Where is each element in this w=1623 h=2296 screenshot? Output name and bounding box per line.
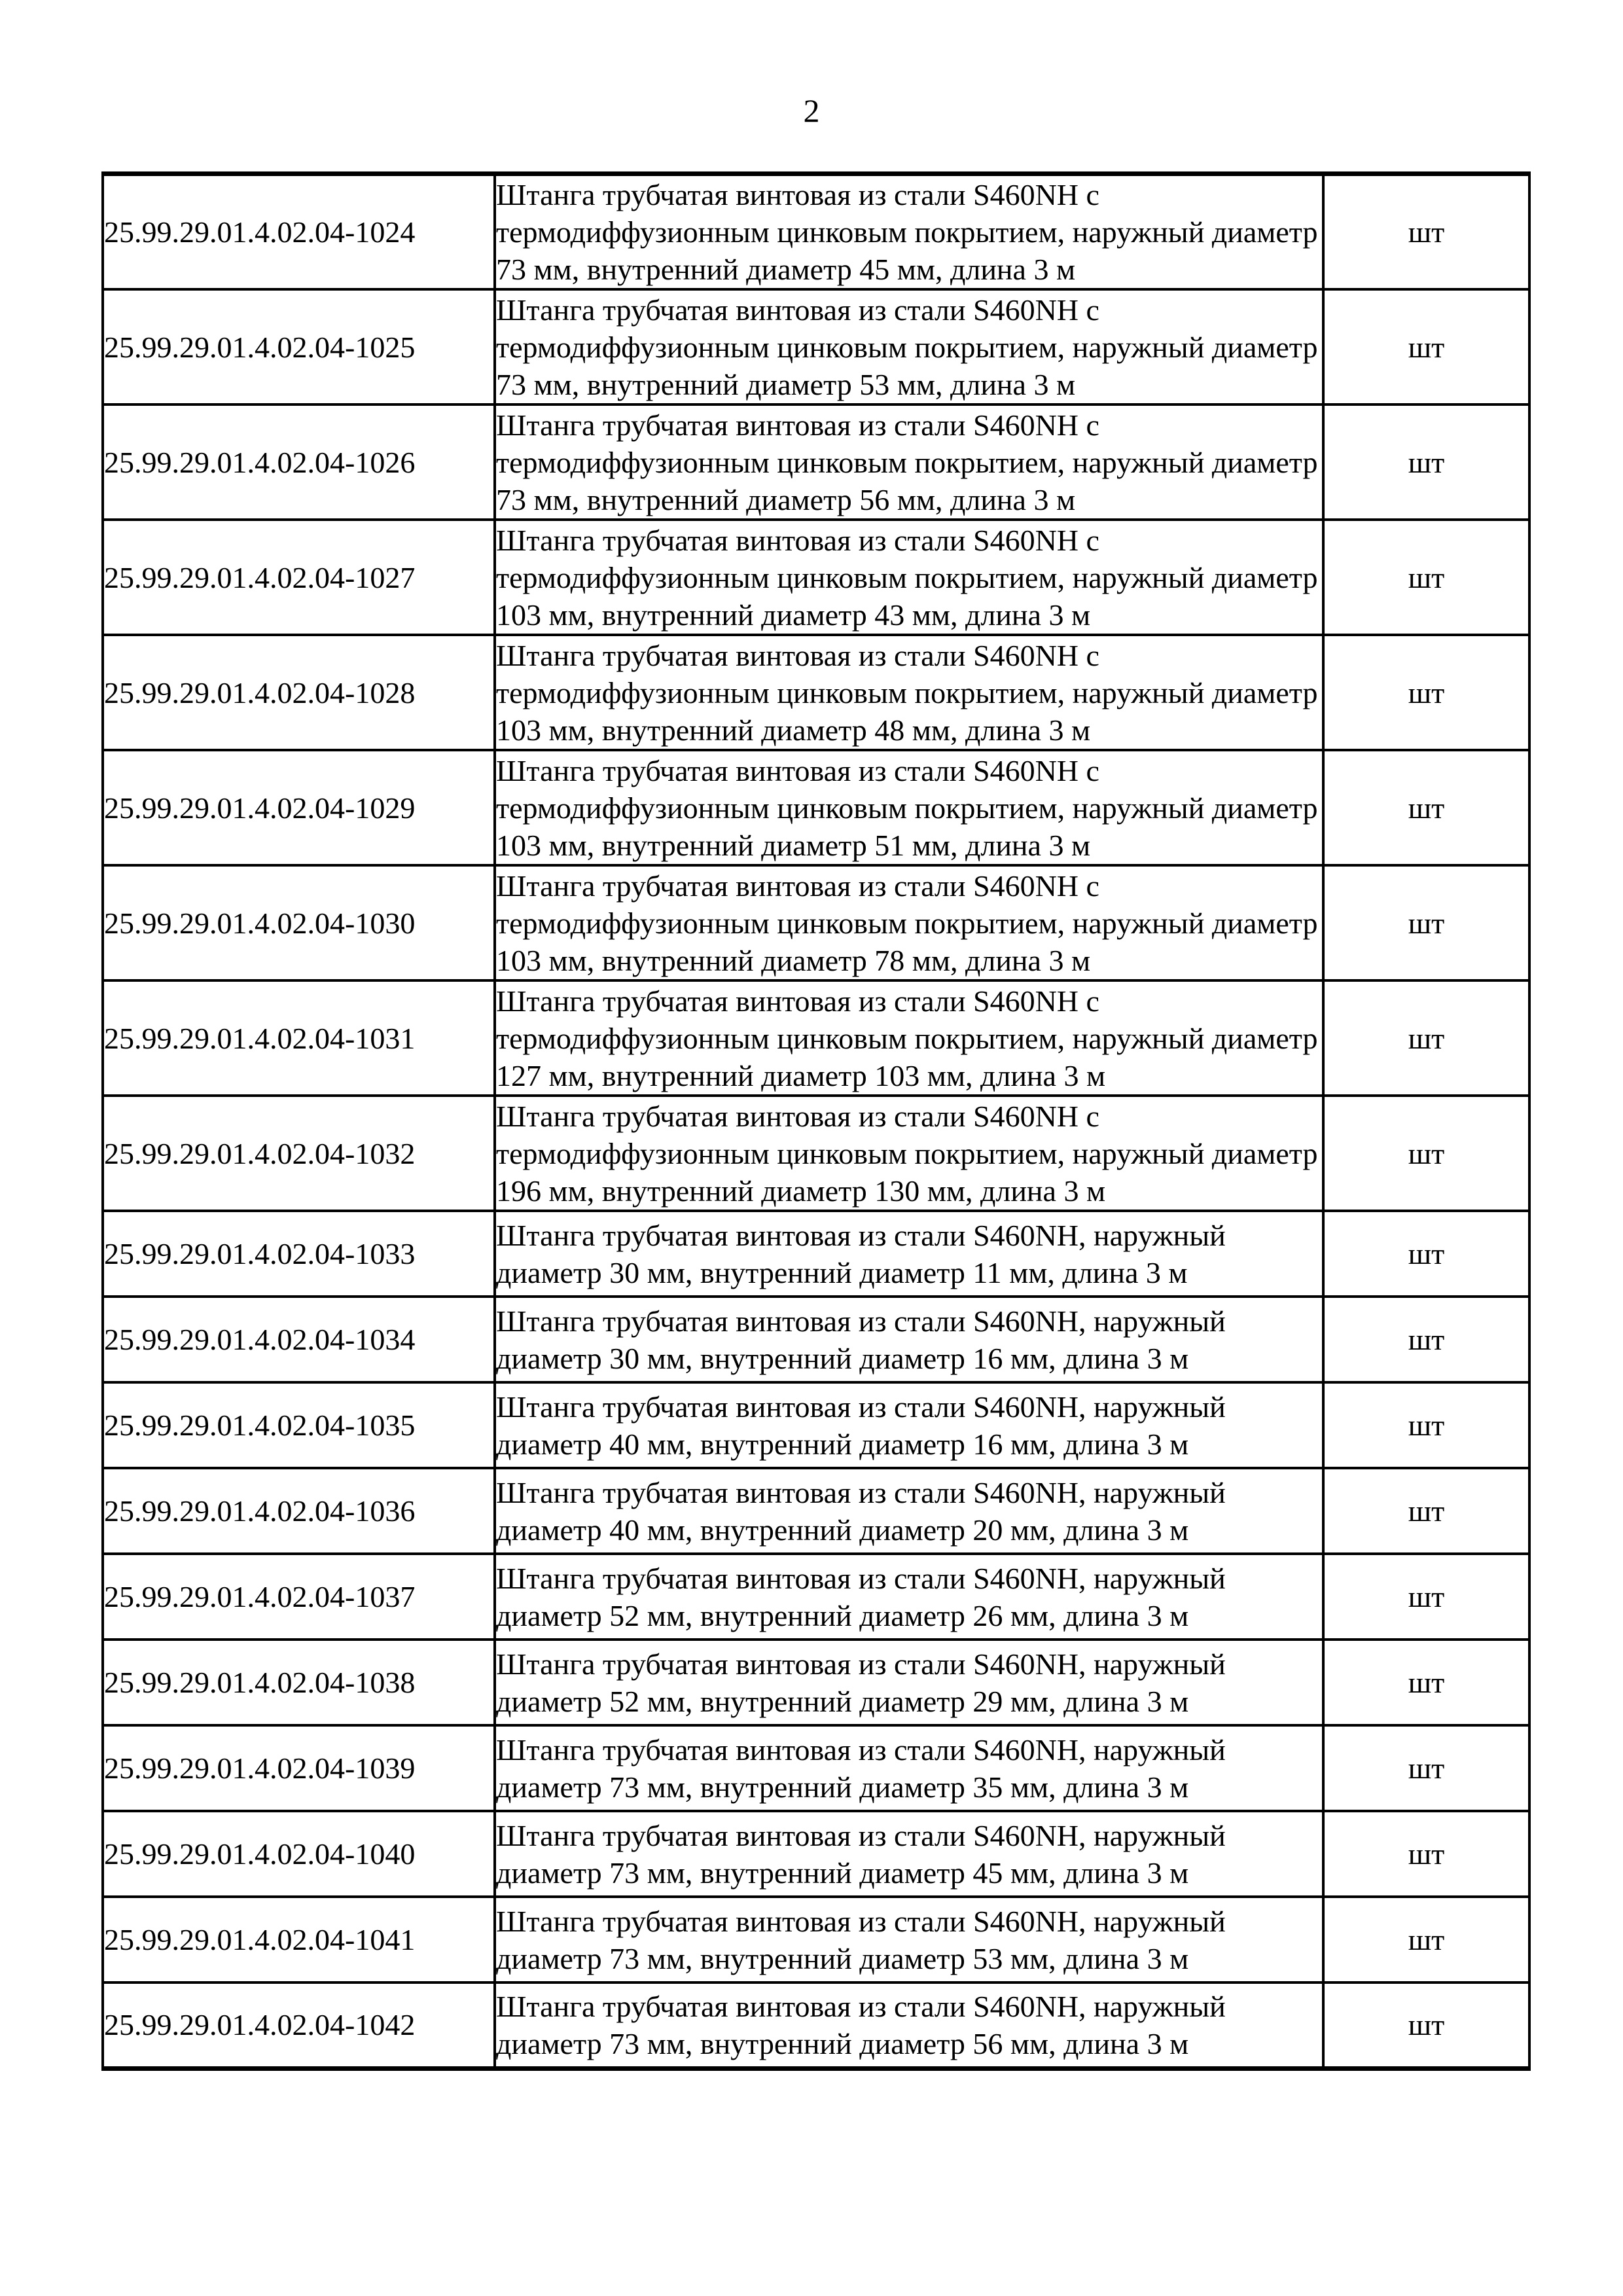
table-row: 25.99.29.01.4.02.04-1024 Штанга трубчата… bbox=[101, 172, 1531, 291]
description-cell: Штанга трубчатая винтовая из стали S460N… bbox=[493, 518, 1325, 636]
description-cell: Штанга трубчатая винтовая из стали S460N… bbox=[493, 1295, 1325, 1384]
description-cell: Штанга трубчатая винтовая из стали S460N… bbox=[493, 1981, 1325, 2070]
description-cell: Штанга трубчатая винтовая из стали S460N… bbox=[493, 1552, 1325, 1641]
description-cell: Штанга трубчатая винтовая из стали S460N… bbox=[493, 172, 1325, 291]
description-cell: Штанга трубчатая винтовая из стали S460N… bbox=[493, 1381, 1325, 1469]
code-cell: 25.99.29.01.4.02.04-1036 bbox=[101, 1467, 496, 1555]
unit-cell: шт bbox=[1322, 864, 1531, 982]
unit-cell: шт bbox=[1322, 749, 1531, 867]
unit-cell: шт bbox=[1322, 1381, 1531, 1469]
code-cell: 25.99.29.01.4.02.04-1042 bbox=[101, 1981, 496, 2070]
description-cell: Штанга трубчатая винтовая из стали S460N… bbox=[493, 1638, 1325, 1727]
table-row: 25.99.29.01.4.02.04-1037 Штанга трубчата… bbox=[101, 1552, 1531, 1641]
code-cell: 25.99.29.01.4.02.04-1025 bbox=[101, 288, 496, 406]
table-row: 25.99.29.01.4.02.04-1035 Штанга трубчата… bbox=[101, 1381, 1531, 1469]
description-cell: Штанга трубчатая винтовая из стали S460N… bbox=[493, 1210, 1325, 1298]
code-cell: 25.99.29.01.4.02.04-1037 bbox=[101, 1552, 496, 1641]
unit-cell: шт bbox=[1322, 1467, 1531, 1555]
unit-cell: шт bbox=[1322, 634, 1531, 751]
code-cell: 25.99.29.01.4.02.04-1035 bbox=[101, 1381, 496, 1469]
code-cell: 25.99.29.01.4.02.04-1026 bbox=[101, 403, 496, 521]
code-cell: 25.99.29.01.4.02.04-1029 bbox=[101, 749, 496, 867]
unit-cell: шт bbox=[1322, 1094, 1531, 1212]
unit-cell: шт bbox=[1322, 1295, 1531, 1384]
description-cell: Штанга трубчатая винтовая из стали S460N… bbox=[493, 403, 1325, 521]
page-number: 2 bbox=[803, 92, 820, 129]
code-cell: 25.99.29.01.4.02.04-1039 bbox=[101, 1724, 496, 1812]
table-row: 25.99.29.01.4.02.04-1034 Штанга трубчата… bbox=[101, 1295, 1531, 1384]
code-cell: 25.99.29.01.4.02.04-1040 bbox=[101, 1810, 496, 1898]
description-cell: Штанга трубчатая винтовая из стали S460N… bbox=[493, 288, 1325, 406]
description-cell: Штанга трубчатая винтовая из стали S460N… bbox=[493, 1810, 1325, 1898]
table-row: 25.99.29.01.4.02.04-1036 Штанга трубчата… bbox=[101, 1467, 1531, 1555]
code-cell: 25.99.29.01.4.02.04-1034 bbox=[101, 1295, 496, 1384]
table-row: 25.99.29.01.4.02.04-1030 Штанга трубчата… bbox=[101, 864, 1531, 982]
table-row: 25.99.29.01.4.02.04-1025 Штанга трубчата… bbox=[101, 288, 1531, 406]
table-row: 25.99.29.01.4.02.04-1041 Штанга трубчата… bbox=[101, 1895, 1531, 1984]
unit-cell: шт bbox=[1322, 1895, 1531, 1984]
description-cell: Штанга трубчатая винтовая из стали S460N… bbox=[493, 634, 1325, 751]
table-row: 25.99.29.01.4.02.04-1028 Штанга трубчата… bbox=[101, 634, 1531, 751]
items-table-body: 25.99.29.01.4.02.04-1024 Штанга трубчата… bbox=[101, 172, 1531, 2070]
description-cell: Штанга трубчатая винтовая из стали S460N… bbox=[493, 1094, 1325, 1212]
code-cell: 25.99.29.01.4.02.04-1032 bbox=[101, 1094, 496, 1212]
table-row: 25.99.29.01.4.02.04-1038 Штанга трубчата… bbox=[101, 1638, 1531, 1727]
unit-cell: шт bbox=[1322, 1552, 1531, 1641]
description-cell: Штанга трубчатая винтовая из стали S460N… bbox=[493, 864, 1325, 982]
unit-cell: шт bbox=[1322, 403, 1531, 521]
table-row: 25.99.29.01.4.02.04-1031 Штанга трубчата… bbox=[101, 979, 1531, 1097]
code-cell: 25.99.29.01.4.02.04-1030 bbox=[101, 864, 496, 982]
table-row: 25.99.29.01.4.02.04-1027 Штанга трубчата… bbox=[101, 518, 1531, 636]
table-row: 25.99.29.01.4.02.04-1026 Штанга трубчата… bbox=[101, 403, 1531, 521]
description-cell: Штанга трубчатая винтовая из стали S460N… bbox=[493, 979, 1325, 1097]
table-row: 25.99.29.01.4.02.04-1033 Штанга трубчата… bbox=[101, 1210, 1531, 1298]
code-cell: 25.99.29.01.4.02.04-1033 bbox=[101, 1210, 496, 1298]
code-cell: 25.99.29.01.4.02.04-1038 bbox=[101, 1638, 496, 1727]
unit-cell: шт bbox=[1322, 172, 1531, 291]
unit-cell: шт bbox=[1322, 1210, 1531, 1298]
items-table: 25.99.29.01.4.02.04-1024 Штанга трубчата… bbox=[101, 171, 1531, 2071]
table-row: 25.99.29.01.4.02.04-1040 Штанга трубчата… bbox=[101, 1810, 1531, 1898]
table-row: 25.99.29.01.4.02.04-1039 Штанга трубчата… bbox=[101, 1724, 1531, 1812]
table-row: 25.99.29.01.4.02.04-1042 Штанга трубчата… bbox=[101, 1981, 1531, 2070]
code-cell: 25.99.29.01.4.02.04-1041 bbox=[101, 1895, 496, 1984]
unit-cell: шт bbox=[1322, 1724, 1531, 1812]
unit-cell: шт bbox=[1322, 1810, 1531, 1898]
unit-cell: шт bbox=[1322, 288, 1531, 406]
description-cell: Штанга трубчатая винтовая из стали S460N… bbox=[493, 1895, 1325, 1984]
code-cell: 25.99.29.01.4.02.04-1028 bbox=[101, 634, 496, 751]
unit-cell: шт bbox=[1322, 1638, 1531, 1727]
unit-cell: шт bbox=[1322, 518, 1531, 636]
table-row: 25.99.29.01.4.02.04-1029 Штанга трубчата… bbox=[101, 749, 1531, 867]
description-cell: Штанга трубчатая винтовая из стали S460N… bbox=[493, 749, 1325, 867]
description-cell: Штанга трубчатая винтовая из стали S460N… bbox=[493, 1467, 1325, 1555]
unit-cell: шт bbox=[1322, 979, 1531, 1097]
code-cell: 25.99.29.01.4.02.04-1027 bbox=[101, 518, 496, 636]
code-cell: 25.99.29.01.4.02.04-1031 bbox=[101, 979, 496, 1097]
table-row: 25.99.29.01.4.02.04-1032 Штанга трубчата… bbox=[101, 1094, 1531, 1212]
code-cell: 25.99.29.01.4.02.04-1024 bbox=[101, 172, 496, 291]
description-cell: Штанга трубчатая винтовая из стали S460N… bbox=[493, 1724, 1325, 1812]
unit-cell: шт bbox=[1322, 1981, 1531, 2070]
